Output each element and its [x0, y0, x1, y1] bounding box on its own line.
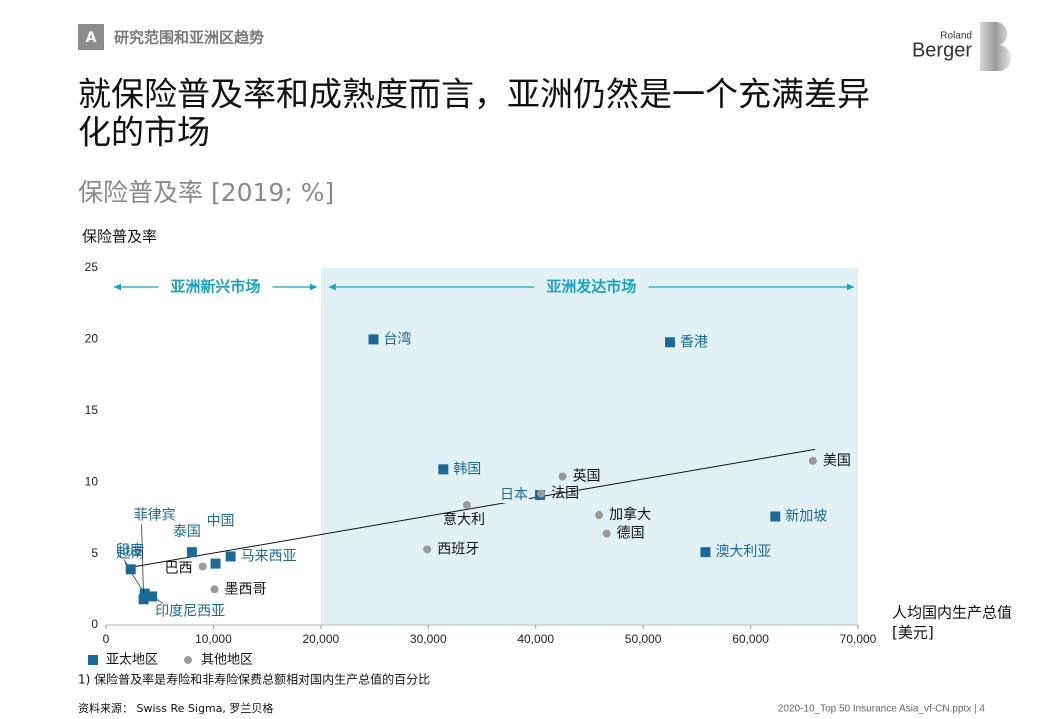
arrow-head — [847, 283, 854, 291]
point-label: 越南 — [117, 546, 145, 562]
y-tick-label: 0 — [91, 617, 98, 631]
footer: 2020-10_Top 50 Insurance Asia_vf-CN.pptx… — [778, 704, 986, 715]
point — [147, 591, 158, 602]
label-bg — [714, 544, 773, 561]
point-label: 英国 — [573, 467, 601, 484]
label-bg — [784, 508, 829, 525]
x-tick-label: 50,000 — [625, 632, 662, 646]
point-label: 香港 — [680, 334, 708, 350]
point — [558, 472, 567, 481]
label-bg — [499, 487, 530, 504]
source: 资料来源： Swiss Re Sigma, 罗兰贝格 — [78, 701, 273, 715]
point — [808, 456, 817, 465]
legend-marker — [184, 656, 192, 664]
badge: A — [86, 30, 97, 46]
y-tick-label: 20 — [85, 332, 99, 346]
point — [210, 558, 221, 569]
x-tick-label: 0 — [103, 632, 110, 646]
point-label: 韩国 — [453, 461, 481, 477]
x-tick-label: 10,000 — [195, 632, 232, 646]
x-tick-label: 60,000 — [732, 632, 769, 646]
x-tick-label: 40,000 — [517, 632, 554, 646]
point-label: 德国 — [617, 526, 645, 542]
arrow-head — [309, 283, 317, 291]
y-axis-label: 保险普及率 — [82, 228, 157, 246]
point-label: 美国 — [823, 453, 851, 469]
point — [139, 588, 150, 599]
point-label: 意大利 — [443, 511, 485, 528]
title-line: 就保险普及率和成熟度而言，亚洲仍然是一个充满差异 — [78, 75, 870, 114]
point — [602, 529, 611, 538]
point-label: 巴西 — [165, 560, 193, 576]
point — [537, 489, 546, 498]
point — [462, 501, 471, 510]
point-label: 印度 — [116, 542, 144, 558]
arrow-head — [328, 283, 336, 291]
arrow-head — [114, 283, 121, 291]
y-tick-label: 25 — [85, 260, 99, 274]
point-label: 墨西哥 — [225, 581, 267, 597]
leader-line — [141, 524, 144, 600]
footnote: 1) 保险普及率是寿险和非寿险保费总额相对国内生产总值的百分比 — [78, 672, 430, 687]
point-label: 西班牙 — [437, 541, 479, 557]
point-label: 澳大利亚 — [715, 544, 771, 560]
point-label: 马来西亚 — [241, 548, 297, 564]
y-tick-label: 10 — [85, 474, 99, 488]
point-label: 印度尼西亚 — [155, 603, 225, 619]
label-bg — [452, 461, 483, 478]
point-label: 台湾 — [383, 330, 411, 347]
label-bg — [382, 330, 413, 348]
point-label: 泰国 — [173, 524, 201, 540]
subtitle: 保险普及率 [2019; %] — [78, 178, 334, 207]
x-axis-label: 人均国内生产总值 — [892, 604, 1012, 622]
legend-label: 其他地区 — [201, 653, 253, 668]
point — [438, 464, 449, 475]
region-label: 亚洲发达市场 — [546, 278, 636, 296]
point-label: 法国 — [551, 486, 579, 502]
x-tick-label: 30,000 — [410, 632, 447, 646]
point — [210, 585, 219, 594]
point — [225, 551, 236, 562]
point — [368, 334, 379, 345]
x-tick-label: 20,000 — [303, 632, 340, 646]
point — [198, 562, 207, 571]
point — [186, 547, 197, 558]
trendline — [127, 448, 816, 569]
point — [665, 337, 675, 348]
point — [423, 545, 432, 554]
point — [700, 547, 711, 558]
y-tick-label: 5 — [91, 546, 98, 560]
point-label: 日本 — [500, 487, 528, 503]
x-tick-label: 70,000 — [840, 632, 877, 646]
x-axis-label: [美元] — [892, 624, 934, 642]
logo-main: Berger — [912, 39, 972, 61]
point-label: 中国 — [207, 514, 235, 530]
point-label: 新加坡 — [785, 508, 827, 524]
badge-box — [78, 24, 104, 50]
point-label: 加拿大 — [609, 506, 651, 523]
region-label: 亚洲新兴市场 — [170, 278, 260, 296]
section: 研究范围和亚洲区趋势 — [114, 29, 264, 47]
logo-mark — [980, 22, 1012, 72]
region-shade — [320, 268, 858, 625]
plot: 亚洲新兴市场 亚洲发达市场 0 5 10 15 20 25 0 10,000 20,000 30,00… — [85, 260, 877, 667]
legend-marker — [88, 655, 98, 665]
label-bg — [679, 334, 709, 351]
point-label: 菲律宾 — [134, 507, 176, 523]
point — [138, 594, 149, 605]
title-line: 化的市场 — [78, 113, 210, 152]
legend-label: 亚太地区 — [106, 653, 158, 668]
point — [125, 564, 136, 575]
point — [595, 511, 604, 520]
y-tick-label: 15 — [85, 403, 99, 417]
logo-top: Roland — [940, 31, 972, 42]
point — [770, 511, 781, 522]
